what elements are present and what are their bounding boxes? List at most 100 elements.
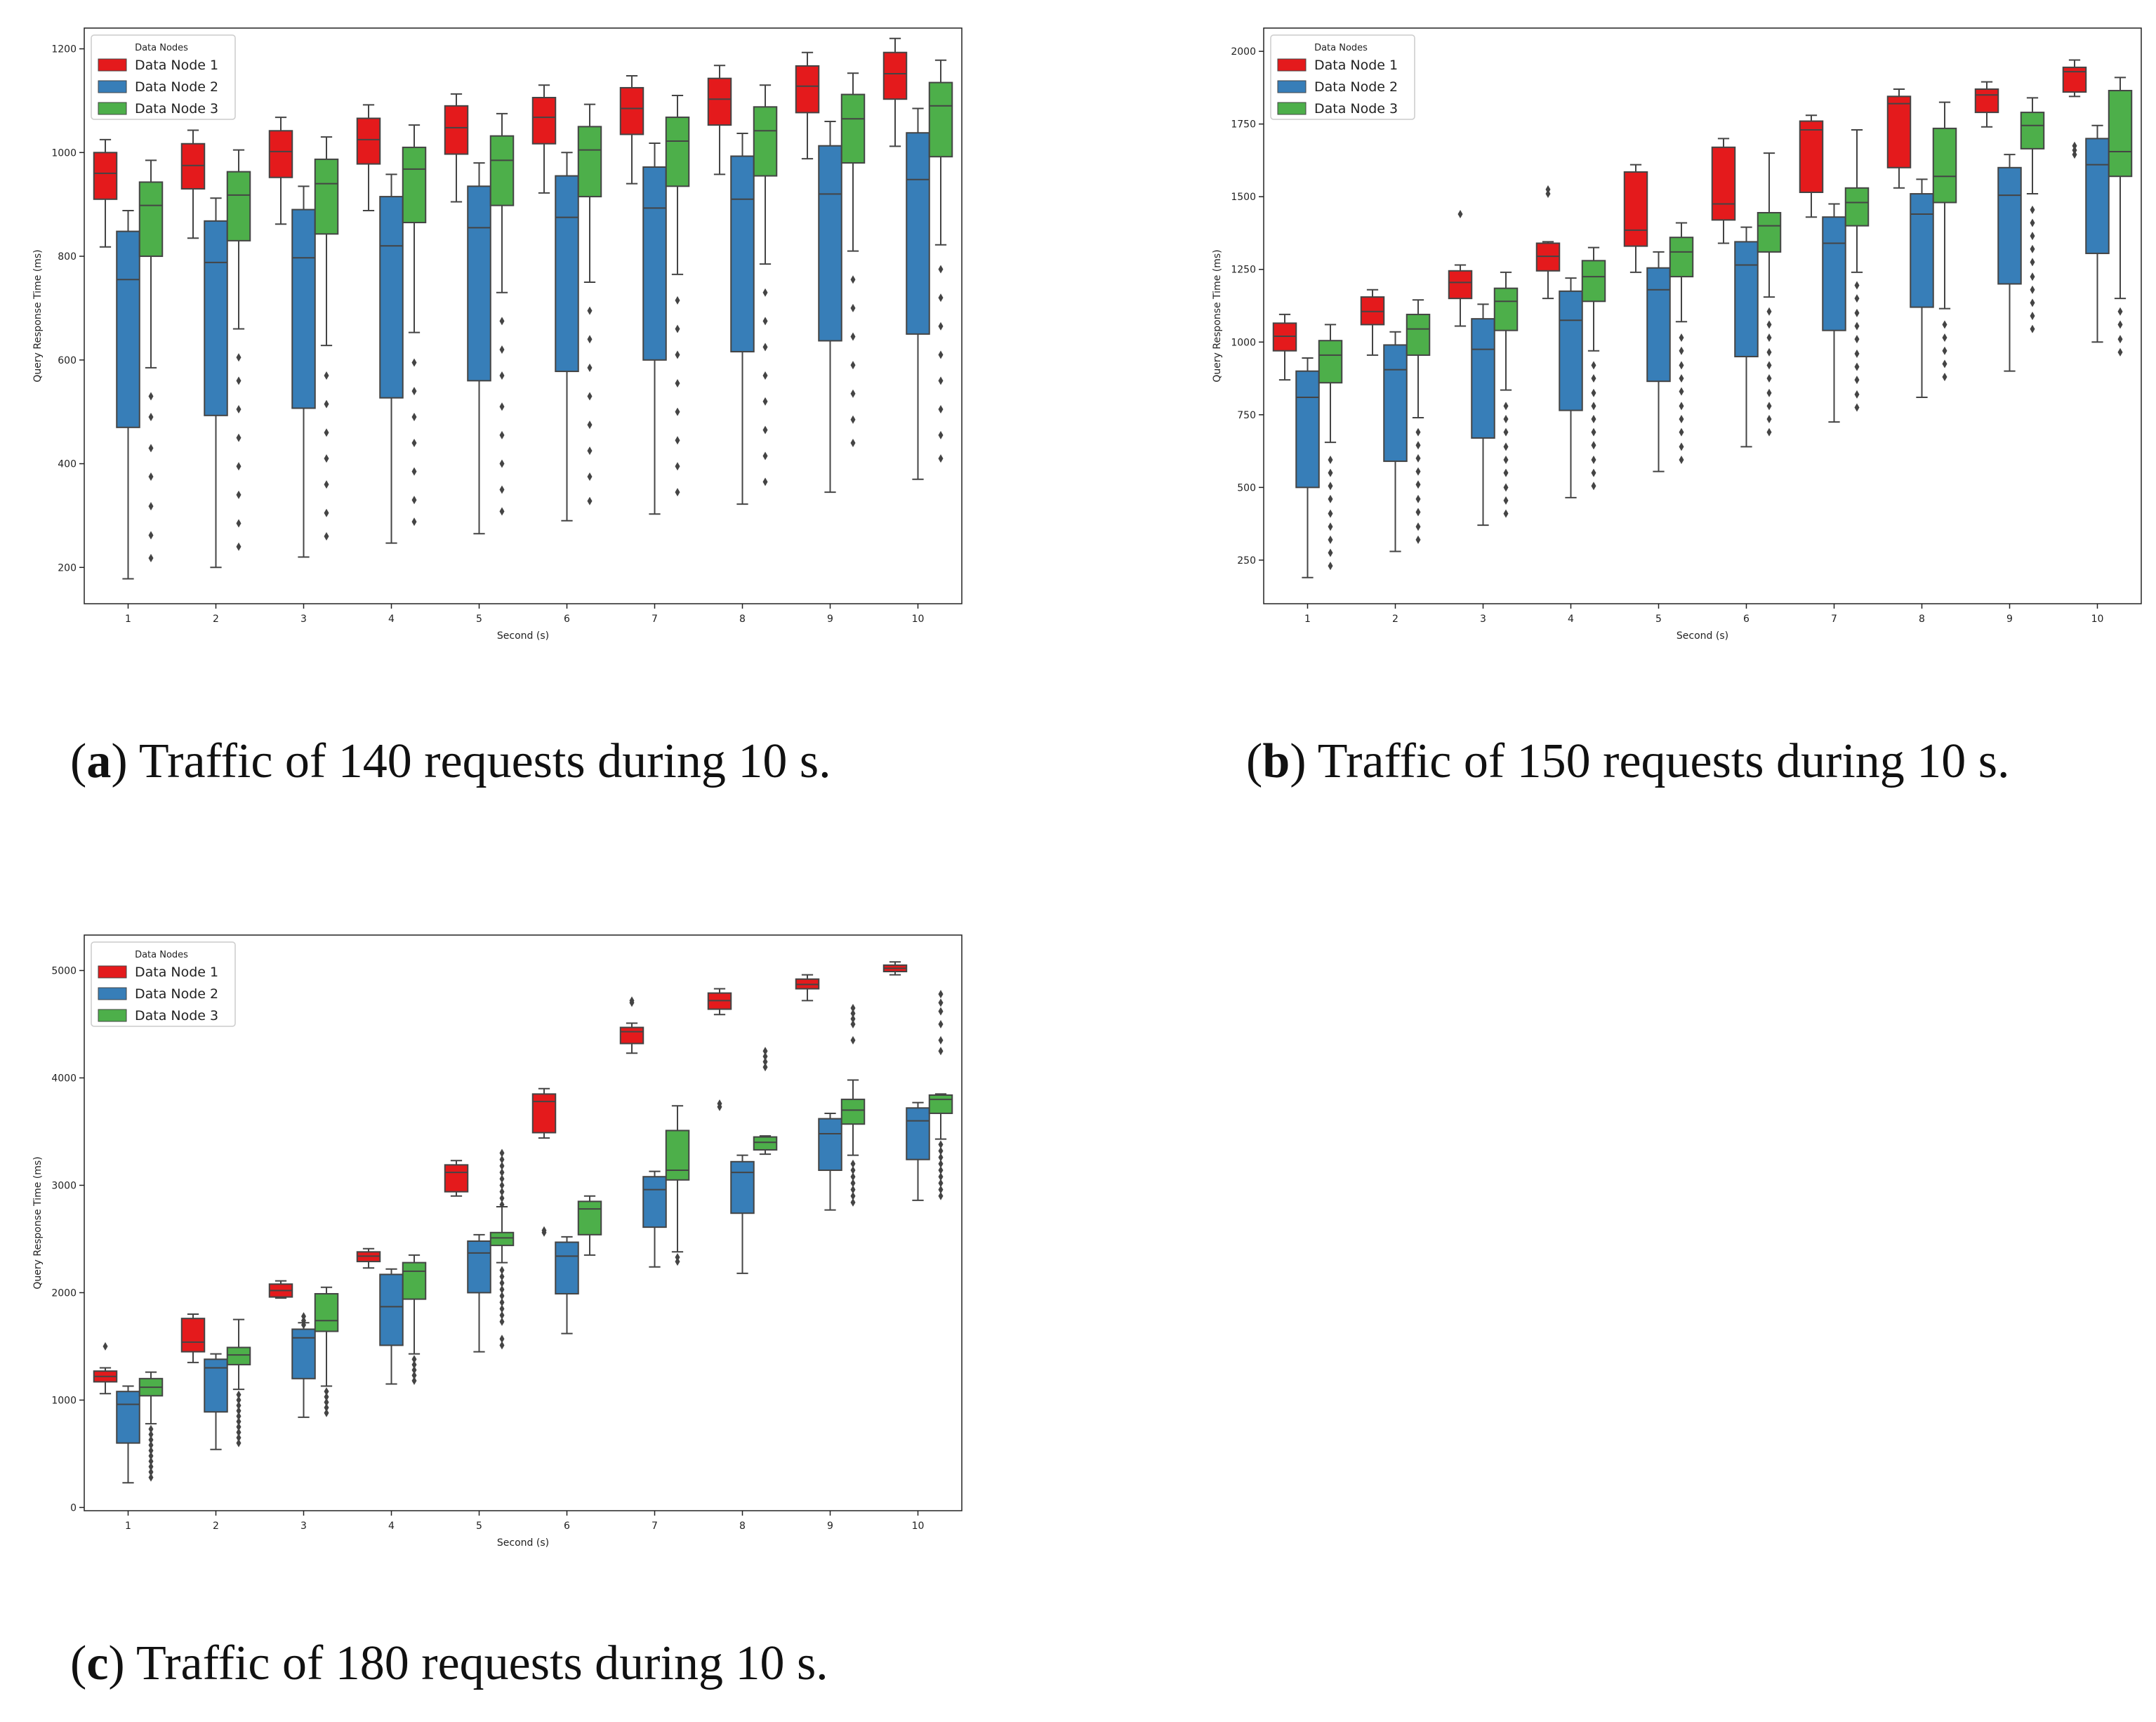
x-tick-label: 7 [652, 614, 658, 625]
outlier-point [411, 467, 417, 476]
box-data-node-2-10 [906, 1101, 930, 1201]
outlier-point [1854, 349, 1860, 358]
box-iqr [314, 158, 339, 235]
outlier-point [1766, 347, 1772, 357]
outlier-point [499, 1148, 505, 1158]
outlier-point [1545, 190, 1551, 199]
outlier-point [850, 1166, 856, 1175]
box-iqr [619, 1026, 644, 1045]
outlier-point [499, 1168, 505, 1177]
box-iqr [2108, 90, 2133, 178]
box-iqr [1910, 193, 1934, 308]
caption-a-text: Traffic of 140 requests during 10 s. [138, 734, 831, 788]
y-tick-label: 500 [1237, 482, 1256, 494]
x-tick-label: 2 [213, 614, 219, 625]
outlier-point [1328, 535, 1333, 544]
x-tick-label: 4 [388, 1521, 395, 1532]
outlier-point [587, 392, 593, 401]
chart-b-svg: 250 500 750 1000 1250 1500 1750 2000 1 2 3 4 5 6 7 8 9 10… [1212, 27, 2142, 642]
outlier-point [2030, 205, 2035, 214]
box-data-node-3-9 [840, 1004, 866, 1207]
y-tick-label: 1000 [51, 147, 77, 159]
box-data-node-2-9 [818, 120, 842, 494]
outlier-point [1591, 468, 1596, 477]
box-iqr [226, 171, 251, 241]
box-data-node-2-1 [116, 1385, 140, 1484]
outlier-point [1854, 376, 1860, 385]
box-iqr [642, 1176, 667, 1228]
outlier-point [148, 413, 154, 422]
box-iqr [928, 1094, 953, 1114]
outlier-point [762, 1047, 768, 1056]
outlier-point [850, 332, 856, 341]
outlier-point [850, 1009, 856, 1018]
outlier-point [1457, 210, 1463, 219]
outlier-point [675, 324, 680, 333]
box-iqr [1844, 187, 1870, 227]
outlier-point [411, 1376, 417, 1385]
box-iqr [444, 1164, 469, 1193]
outlier-point [1328, 494, 1333, 503]
outlier-point [762, 317, 768, 326]
outlier-point [499, 1266, 505, 1275]
outlier-point [938, 404, 944, 413]
legend-swatch [1277, 102, 1307, 115]
box-data-node-1-3 [1448, 210, 1473, 327]
outlier-point [411, 1371, 417, 1380]
x-tick-label: 1 [1304, 614, 1311, 625]
box-data-node-1-4 [1535, 185, 1561, 300]
outlier-point [1679, 374, 1684, 383]
outlier-point [236, 353, 242, 362]
legend-label: Data Node 2 [135, 986, 218, 1002]
outlier-point [324, 531, 329, 541]
outlier-point [236, 1390, 242, 1399]
outlier-point [850, 1179, 856, 1188]
outlier-point [1942, 320, 1947, 329]
box-iqr [1295, 370, 1320, 489]
outlier-point [850, 1172, 856, 1181]
outlier-point [148, 502, 154, 511]
legend-label: Data Node 1 [1314, 58, 1398, 73]
outlier-point [1591, 441, 1596, 450]
y-tick-label: 2000 [1231, 46, 1256, 58]
outlier-point [938, 376, 944, 385]
x-tick-label: 8 [739, 1521, 746, 1532]
box-data-node-3-2 [1406, 299, 1431, 544]
legend-swatch [1277, 80, 1307, 93]
box-data-node-3-6 [577, 103, 602, 505]
legend-swatch [98, 102, 127, 115]
outlier-point [675, 436, 680, 445]
outlier-point [2030, 324, 2035, 333]
outlier-point [148, 1451, 154, 1460]
legend: Data Nodes Data Node 1 Data Node 2 Data Nod… [1270, 34, 1415, 120]
outlier-point [1766, 388, 1772, 397]
box-data-node-3-5 [489, 1148, 515, 1350]
outlier-point [499, 1161, 505, 1170]
box-data-node-2-6 [555, 152, 579, 522]
outlier-point [1591, 361, 1596, 370]
outlier-point [1591, 456, 1596, 464]
box-iqr [402, 146, 427, 224]
outlier-point [850, 1185, 856, 1194]
x-tick-label: 5 [1655, 614, 1662, 625]
box-iqr [268, 130, 293, 178]
outlier-point [850, 1004, 856, 1013]
chart-panel-c: 0 1000 2000 3000 4000 5000 1 2 3 4 5 6 7 8 9 10 Second (… [14, 921, 976, 1553]
box-iqr [444, 105, 469, 155]
box-iqr [180, 143, 206, 190]
outlier-point [2030, 285, 2035, 294]
box-data-node-1-3 [268, 117, 293, 225]
outlier-point [587, 446, 593, 456]
outlier-point [1679, 361, 1684, 370]
outlier-point [1854, 322, 1860, 331]
legend-label: Data Node 2 [1314, 79, 1398, 95]
outlier-point [675, 296, 680, 305]
box-data-node-2-4 [379, 1268, 404, 1385]
legend-swatch [98, 58, 127, 72]
box-iqr [818, 145, 842, 342]
outlier-point [499, 1285, 505, 1294]
outlier-point [499, 485, 505, 494]
box-data-node-3-5 [1669, 222, 1694, 464]
x-axis-label: Second (s) [497, 1537, 549, 1549]
outlier-point [1942, 346, 1947, 355]
